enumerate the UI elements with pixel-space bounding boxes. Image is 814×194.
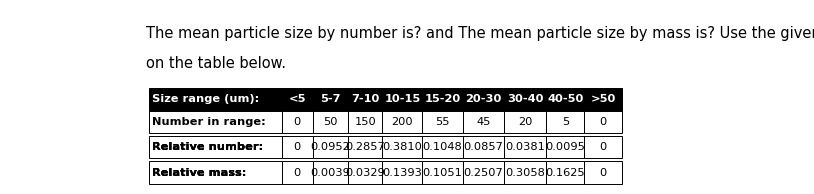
Text: 10-15: 10-15 <box>384 94 421 104</box>
Text: Number in range:: Number in range: <box>152 117 266 127</box>
Text: 150: 150 <box>354 117 376 127</box>
Text: 0: 0 <box>600 168 607 178</box>
Text: >50: >50 <box>591 94 616 104</box>
Text: Relative number:: Relative number: <box>152 142 264 152</box>
Text: 200: 200 <box>392 117 414 127</box>
Text: 30-40: 30-40 <box>507 94 544 104</box>
Bar <box>504 88 546 111</box>
Text: 0.3058: 0.3058 <box>505 168 545 178</box>
Text: 15-20: 15-20 <box>424 94 461 104</box>
Bar <box>462 88 504 111</box>
Text: Relative number:: Relative number: <box>152 142 264 152</box>
Bar <box>584 136 622 158</box>
Text: 55: 55 <box>435 117 449 127</box>
Bar <box>282 88 313 111</box>
Text: 0.0095: 0.0095 <box>545 142 585 152</box>
Text: 45: 45 <box>476 117 491 127</box>
Bar <box>504 161 546 184</box>
Text: 40-50: 40-50 <box>547 94 584 104</box>
Bar <box>348 136 383 158</box>
Text: 0.1625: 0.1625 <box>545 168 585 178</box>
Bar <box>462 136 504 158</box>
Text: 20: 20 <box>519 117 532 127</box>
Bar <box>149 161 282 184</box>
Bar <box>422 161 462 184</box>
Bar <box>313 88 348 111</box>
Text: 0.0381: 0.0381 <box>505 142 545 152</box>
Bar <box>546 111 584 133</box>
Text: on the table below.: on the table below. <box>146 56 286 71</box>
Text: 20-30: 20-30 <box>466 94 501 104</box>
Text: 5: 5 <box>562 117 569 127</box>
Text: 0: 0 <box>294 117 301 127</box>
Text: Relative mass:: Relative mass: <box>152 168 247 178</box>
Bar <box>504 136 546 158</box>
Text: 0: 0 <box>294 168 301 178</box>
Bar <box>462 111 504 133</box>
Bar <box>313 136 348 158</box>
Text: 0: 0 <box>600 142 607 152</box>
Text: 0.0952: 0.0952 <box>311 142 350 152</box>
Text: 7-10: 7-10 <box>351 94 379 104</box>
Text: 0.1048: 0.1048 <box>422 142 462 152</box>
Bar <box>313 161 348 184</box>
Text: 50: 50 <box>323 117 338 127</box>
Text: 0.0039: 0.0039 <box>310 168 350 178</box>
Bar <box>313 111 348 133</box>
Text: The mean particle size by number is? and The mean particle size by mass is? Use : The mean particle size by number is? and… <box>146 26 814 41</box>
Bar <box>383 136 422 158</box>
Bar <box>282 136 313 158</box>
Bar <box>422 111 462 133</box>
Bar <box>546 136 584 158</box>
Bar <box>282 111 313 133</box>
Text: <5: <5 <box>289 94 306 104</box>
Text: 0: 0 <box>294 142 301 152</box>
Bar <box>422 88 462 111</box>
Bar <box>462 161 504 184</box>
Bar <box>383 88 422 111</box>
Text: Relative mass:: Relative mass: <box>152 168 247 178</box>
Bar <box>422 136 462 158</box>
Bar <box>348 88 383 111</box>
Text: 0.1051: 0.1051 <box>422 168 462 178</box>
Text: 0.3810: 0.3810 <box>383 142 422 152</box>
Bar <box>383 161 422 184</box>
Text: Relative mass:: Relative mass: <box>152 168 247 178</box>
Bar <box>149 88 282 111</box>
Text: 0.2507: 0.2507 <box>463 168 503 178</box>
Text: 0.1393: 0.1393 <box>383 168 422 178</box>
Bar <box>584 88 622 111</box>
Bar <box>584 111 622 133</box>
Text: Size range (um):: Size range (um): <box>152 94 260 104</box>
Bar <box>546 88 584 111</box>
Bar <box>282 161 313 184</box>
Bar <box>348 161 383 184</box>
Bar <box>348 111 383 133</box>
Text: Relative mass:: Relative mass: <box>152 168 247 178</box>
Bar <box>149 111 282 133</box>
Text: 0.0329: 0.0329 <box>345 168 385 178</box>
Bar <box>149 136 282 158</box>
Text: 0.0857: 0.0857 <box>463 142 503 152</box>
Text: Relative number:: Relative number: <box>152 142 264 152</box>
Text: Relative number:: Relative number: <box>152 142 264 152</box>
Bar <box>383 111 422 133</box>
Text: 5-7: 5-7 <box>320 94 341 104</box>
Bar <box>504 111 546 133</box>
Bar <box>584 161 622 184</box>
Text: 0: 0 <box>600 117 607 127</box>
Bar <box>546 161 584 184</box>
Text: 0.2857: 0.2857 <box>345 142 385 152</box>
